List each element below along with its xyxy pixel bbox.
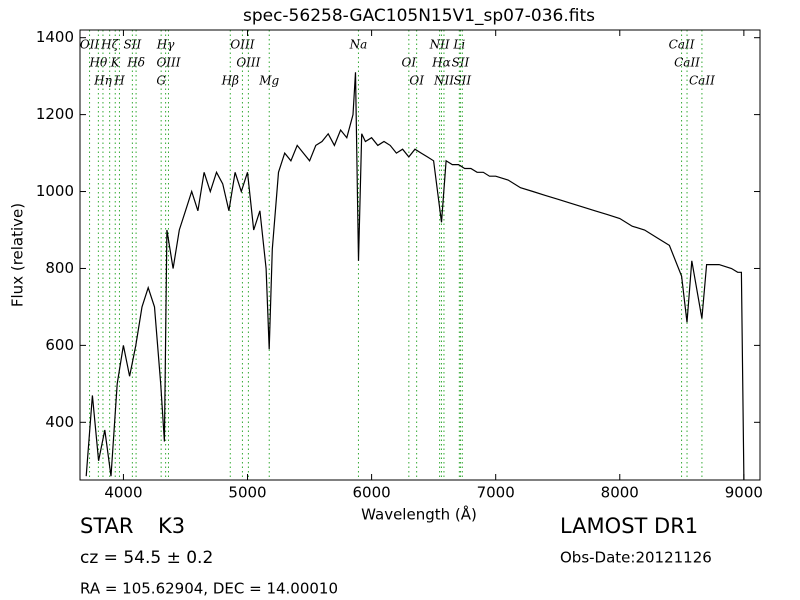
x-tick-label: 5000	[228, 484, 266, 502]
spectral-line-label: Hη	[93, 74, 112, 88]
spectral-line-label: Hζ	[100, 38, 119, 52]
spectral-line-label: NII	[429, 38, 450, 52]
spectral-line-label: Hα	[431, 56, 451, 70]
redshift: cz = 54.5 ± 0.2	[80, 548, 213, 568]
x-axis-label: Wavelength (Å)	[361, 505, 477, 524]
y-tick-label: 1400	[36, 28, 74, 46]
spectral-line-label: Hδ	[126, 56, 145, 70]
spectral-line-label: NII	[433, 74, 454, 88]
spectral-line-label: SII	[452, 56, 470, 70]
spectral-line-label: H	[113, 74, 125, 88]
y-tick-label: 1000	[36, 182, 74, 200]
y-tick-label: 800	[45, 259, 74, 277]
spectral-line-label: OIII	[236, 56, 260, 70]
y-tick-label: 600	[45, 336, 74, 354]
spectral-line-label: K	[110, 56, 121, 70]
spectral-line-label: Mg	[258, 74, 279, 88]
y-tick-label: 400	[45, 413, 74, 431]
spectral-line-label: CaII	[674, 56, 700, 70]
spectral-line-label: CaII	[689, 74, 715, 88]
spectral-line-label: OI	[402, 56, 417, 70]
subclass: K3	[158, 514, 185, 538]
x-tick-label: 4000	[104, 484, 142, 502]
spectral-line-label: OIII	[230, 38, 254, 52]
survey: LAMOST DR1	[560, 514, 698, 538]
spectral-line-label: Hβ	[221, 74, 239, 88]
coordinates: RA = 105.62904, DEC = 14.00010	[80, 580, 338, 598]
plot-frame	[79, 29, 761, 481]
x-tick-label: 9000	[725, 484, 763, 502]
obs-date: Obs-Date:20121126	[560, 549, 712, 567]
spectral-line-label: SII	[453, 74, 471, 88]
y-axis-label: Flux (relative)	[9, 203, 27, 307]
spectral-line-label: SII	[124, 38, 142, 52]
spectral-line-label: Hθ	[89, 56, 108, 70]
spectral-line-label: OIII	[156, 56, 180, 70]
spectral-line-label: OI	[409, 74, 424, 88]
spectral-line-label: Hγ	[156, 38, 175, 52]
object-class: STAR	[80, 514, 133, 538]
spectrum-line	[85, 72, 745, 480]
spectral-line-label: G	[156, 74, 166, 88]
y-tick-label: 1200	[36, 105, 74, 123]
x-tick-label: 6000	[353, 484, 391, 502]
chart-title: spec-56258-GAC105N15V1_sp07-036.fits	[243, 6, 595, 26]
x-tick-label: 7000	[477, 484, 515, 502]
spectral-line-label: CaII	[669, 38, 695, 52]
spectral-line-label: OII	[80, 38, 100, 52]
spectral-line-label: Li	[452, 38, 465, 52]
spectral-line-label: Na	[349, 38, 368, 52]
x-tick-label: 8000	[601, 484, 639, 502]
